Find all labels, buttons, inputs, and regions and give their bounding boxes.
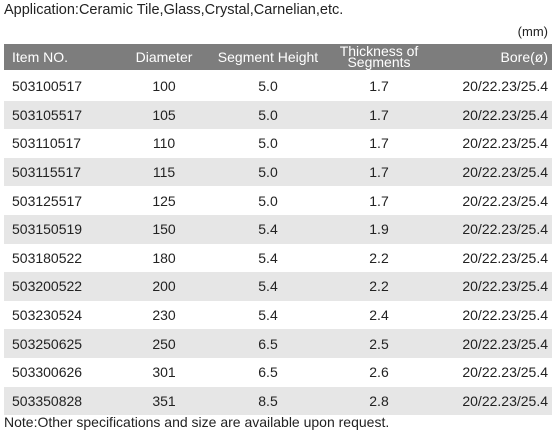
- table-cell: 100: [152, 78, 176, 95]
- table-row: 503300626 301 6.5 2.6 20/22.23/25.4: [4, 358, 552, 387]
- table-cell: 1.7: [369, 106, 389, 123]
- table-row: 503105517 105 5.0 1.7 20/22.23/25.4: [4, 100, 552, 130]
- table-cell: 1.7: [369, 78, 389, 95]
- table-cell: 200: [152, 278, 176, 295]
- header-cell: Thickness of Segments: [339, 43, 419, 70]
- table-cell: 1.7: [369, 135, 389, 152]
- table-row: 503100517 100 5.0 1.7 20/22.23/25.4: [4, 72, 552, 101]
- table-cell: 5.4: [258, 278, 278, 295]
- table-cell: 20/22.23/25.4: [462, 164, 548, 181]
- table-cell: 250: [152, 335, 176, 352]
- table-cell: 301: [152, 364, 176, 381]
- header-cell: Bore(ø): [500, 49, 548, 65]
- header-cell: Segment Height: [217, 49, 319, 65]
- table-cell: 20/22.23/25.4: [462, 192, 548, 209]
- table-cell: 5.0: [258, 135, 278, 152]
- table-cell: 503300626: [12, 364, 83, 381]
- table-row: 503110517 110 5.0 1.7 20/22.23/25.4: [4, 129, 552, 158]
- table-row: 503250625 250 6.5 2.5 20/22.23/25.4: [4, 329, 552, 358]
- table-cell: 2.2: [369, 249, 389, 266]
- table-cell: 503200522: [12, 278, 83, 295]
- spec-table: Item NO. Diameter Segment Height Thickness …: [4, 44, 552, 416]
- table-cell: 503350828: [12, 392, 83, 409]
- table-row: 503230524 230 5.4 2.4 20/22.23/25.4: [4, 301, 552, 330]
- table-row: 503350828 351 8.5 2.8 20/22.23/25.4: [4, 386, 552, 416]
- note: Note:Other specifications and size are a…: [4, 414, 390, 430]
- table-row: 503180522 180 5.4 2.2 20/22.23/25.4: [4, 244, 552, 273]
- table-cell: 20/22.23/25.4: [462, 335, 548, 352]
- table-cell: 5.0: [258, 106, 278, 123]
- table-cell: 230: [152, 307, 176, 324]
- table-cell: 1.7: [369, 164, 389, 181]
- table-cell: 5.0: [258, 192, 278, 209]
- table-cell: 503125517: [12, 192, 83, 209]
- application-text: Application:Ceramic Tile,Glass,Crystal,C…: [4, 2, 344, 18]
- table-cell: 503105517: [12, 106, 83, 123]
- table-cell: 20/22.23/25.4: [462, 364, 548, 381]
- table-row: 503150519 150 5.4 1.9 20/22.23/25.4: [4, 214, 552, 244]
- table-cell: 1.7: [369, 192, 389, 209]
- table-cell: 5.4: [258, 221, 278, 238]
- table-cell: 503115517: [12, 164, 82, 181]
- header-row: Item NO. Diameter Segment Height Thickness …: [4, 44, 552, 70]
- table-cell: 503110517: [12, 135, 82, 152]
- table-cell: 20/22.23/25.4: [462, 135, 548, 152]
- table-cell: 2.6: [369, 364, 389, 381]
- table-cell: 115: [152, 164, 176, 181]
- table-cell: 2.4: [369, 307, 389, 324]
- table-cell: 20/22.23/25.4: [462, 221, 548, 238]
- table-cell: 20/22.23/25.4: [462, 278, 548, 295]
- table-cell: 8.5: [258, 392, 278, 409]
- table-cell: 503250625: [12, 335, 83, 352]
- header-cell: Diameter: [135, 49, 193, 65]
- table-cell: 5.4: [258, 307, 278, 324]
- table-cell: 20/22.23/25.4: [462, 307, 548, 324]
- table-cell: 6.5: [258, 364, 278, 381]
- table-cell: 503100517: [12, 78, 83, 95]
- table-cell: 6.5: [258, 335, 278, 352]
- table-row: 503125517 125 5.0 1.7 20/22.23/25.4: [4, 186, 552, 215]
- table-row: 503115517 115 5.0 1.7 20/22.23/25.4: [4, 157, 552, 187]
- table-cell: 110: [152, 135, 176, 152]
- table-cell: 20/22.23/25.4: [462, 78, 548, 95]
- table-cell: 105: [152, 106, 176, 123]
- table-cell: 2.8: [369, 392, 389, 409]
- table-cell: 503180522: [12, 249, 83, 266]
- table-cell: 5.0: [258, 78, 278, 95]
- table-cell: 20/22.23/25.4: [462, 106, 548, 123]
- table-cell: 5.4: [258, 249, 278, 266]
- table-cell: 503230524: [12, 307, 83, 324]
- table-row: 503200522 200 5.4 2.2 20/22.23/25.4: [4, 272, 552, 301]
- table-cell: 180: [152, 249, 176, 266]
- table-cell: 2.2: [369, 278, 389, 295]
- table-cell: 2.5: [369, 335, 389, 352]
- table-cell: 125: [152, 192, 176, 209]
- table-cell: 5.0: [258, 164, 278, 181]
- header-cell: Item NO.: [12, 49, 69, 65]
- unit-label: (mm): [517, 24, 548, 39]
- table-cell: 503150519: [12, 221, 83, 238]
- table-cell: 20/22.23/25.4: [462, 249, 548, 266]
- table-cell: 150: [152, 221, 176, 238]
- table-cell: 351: [152, 392, 176, 409]
- table-cell: 20/22.23/25.4: [462, 392, 548, 409]
- table-cell: 1.9: [369, 221, 389, 238]
